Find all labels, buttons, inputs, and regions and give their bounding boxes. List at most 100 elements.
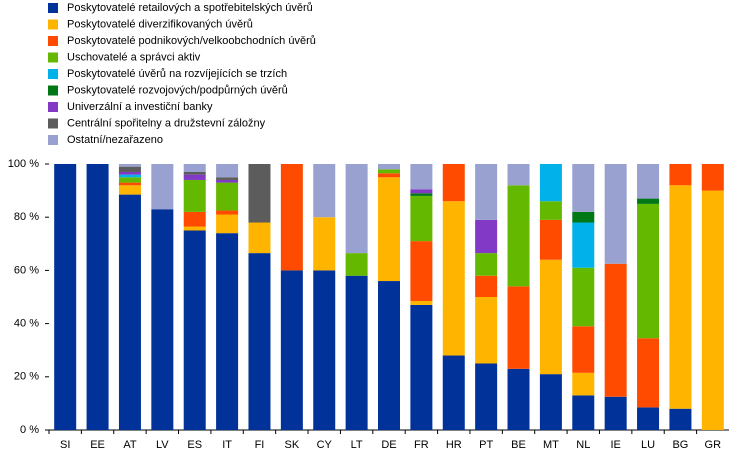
x-tick-label: SK [285,439,300,451]
bar-segment [378,173,400,178]
bar-segment [572,267,595,327]
bar-segment [410,164,433,190]
bar-segment [410,193,433,196]
legend-swatch [48,135,58,145]
x-tick-label: SI [60,439,70,451]
bar-segment [701,164,724,191]
bar-segment [669,408,692,430]
y-tick-label: 40 % [14,318,39,330]
x-tick-label: BE [511,439,526,451]
x-tick-label: IE [610,439,620,451]
bar-segment [572,164,595,212]
legend-label: Ostatní/nezařazeno [67,134,163,146]
bar-segment [280,270,303,430]
x-tick-label: ES [187,439,202,451]
bar-segment [507,286,530,369]
bar-segment [118,174,141,178]
bar-segment [183,164,206,172]
bar-segment [216,233,239,430]
x-tick-label: FR [414,439,429,451]
legend-label: Poskytovatelé retailových a spotřebitels… [67,2,313,14]
bar-segment [378,177,400,282]
bar-segment [572,395,595,430]
bar-segment [313,164,336,218]
bar-segment [507,368,530,430]
y-tick-label: 80 % [14,211,39,223]
bar-segment [669,185,692,409]
bar-segment [507,164,530,186]
bar-segment [378,164,400,170]
x-tick-label: CY [317,439,333,451]
x-tick-label: DE [381,439,396,451]
bar-segment [183,174,206,180]
bar-segment [604,263,627,397]
bar-segment [637,198,660,204]
legend-label: Centrální spořitelny a družstevní záložn… [67,117,266,129]
bar-segment [539,259,562,375]
x-tick-label: MT [543,439,559,451]
bar-segment [216,164,239,178]
bar-segment [216,214,239,234]
bar-segment [151,209,174,430]
bar-segment [118,177,141,183]
legend-label: Poskytovatelé diverzifikovaných úvěrů [67,18,253,30]
bar-segment [539,219,562,260]
bar-segment [410,195,433,242]
bar-segment [378,169,400,174]
bar-segment [604,164,627,264]
bar-segment [54,164,77,430]
bar-segment [216,210,239,215]
bar-segment [475,275,498,297]
legend-swatch [48,19,58,30]
bar-segment [118,182,141,186]
bar-segment [248,222,271,254]
bar-segment [118,164,141,167]
bar-segment [637,407,660,430]
bar-segment [572,222,595,268]
bar-segment [637,203,660,339]
legend-label: Uschovatelé a správci aktiv [67,51,201,63]
bar-segment [378,281,400,430]
bar-segment [475,253,498,276]
x-tick-label: NL [576,439,590,451]
bar-segment [604,396,627,430]
legend-swatch [48,118,58,129]
bar-segment [345,275,368,430]
x-tick-label: AT [123,439,137,451]
bar-segment [572,372,595,396]
bar-segment [345,253,368,276]
legend-swatch [48,3,58,13]
bar-segment [151,164,174,210]
x-tick-label: PT [479,439,493,451]
bar-segment [118,166,141,172]
bar-segment [572,326,595,373]
bar-segment [475,297,498,364]
bar-segment [118,171,141,175]
bar-segment [216,177,239,180]
legend-swatch [48,85,58,96]
bar-segment [410,241,433,301]
bar-segment [183,226,206,231]
bar-segment [216,182,239,211]
bar-segment [539,201,562,220]
legend-swatch [48,102,58,112]
bar-segment [410,189,433,194]
bar-segment [539,374,562,430]
bar-segment [183,171,206,175]
bar-segment [442,355,465,430]
bar-segment [183,179,206,212]
bar-segment [183,230,206,430]
bar-segment [313,270,336,430]
bar-segment [507,185,530,287]
x-tick-label: IT [222,439,232,451]
x-tick-label: HR [446,439,462,451]
bar-segment [313,217,336,271]
y-tick-label: 60 % [14,264,39,276]
bar-segment [118,185,141,195]
bar-segment [183,211,206,227]
bar-segment [539,164,562,202]
bar-segment [637,338,660,408]
y-tick-label: 0 % [20,424,39,436]
bar-segment [669,164,692,186]
